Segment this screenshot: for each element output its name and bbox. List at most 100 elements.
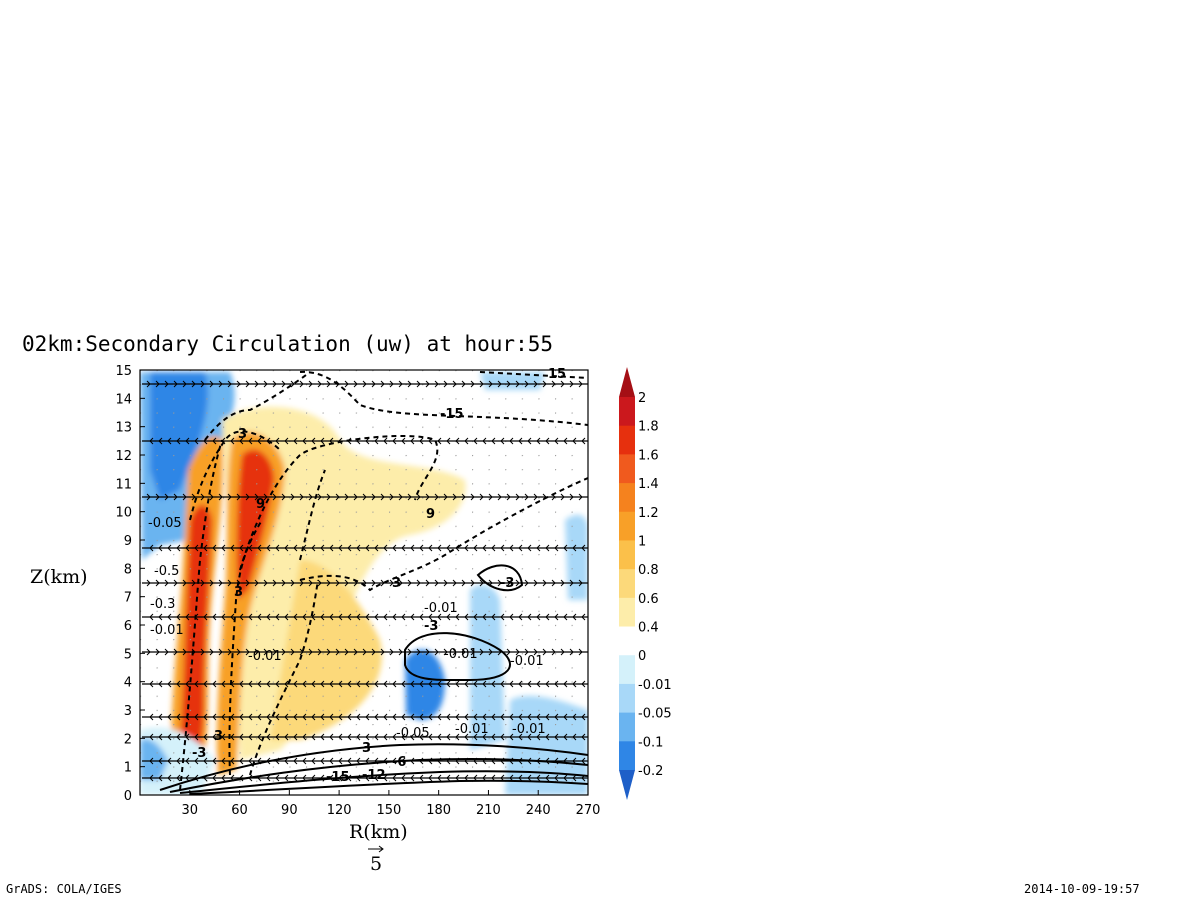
- vector-arrowhead: [383, 613, 388, 621]
- vector-arrowhead: [443, 380, 448, 388]
- vector-arrowhead: [266, 680, 271, 688]
- vector-arrowhead: [500, 680, 505, 688]
- vector-arrowhead: [383, 757, 388, 765]
- contour-label: -0.01: [444, 647, 478, 662]
- vector-arrowhead: [320, 613, 325, 621]
- vector-arrowhead: [434, 380, 439, 388]
- vector-arrowhead: [383, 733, 388, 741]
- vector-arrowhead: [275, 757, 280, 765]
- vector-arrowhead: [461, 380, 466, 388]
- vector-arrowhead: [581, 680, 586, 688]
- vector-arrowhead: [470, 493, 475, 501]
- vector-arrowhead: [410, 437, 415, 445]
- vector-arrowhead: [524, 493, 529, 501]
- vector-arrowhead: [392, 713, 397, 721]
- vector-arrowhead: [473, 733, 478, 741]
- vector-arrowhead: [302, 680, 307, 688]
- vector-arrowhead: [347, 437, 352, 445]
- colorbar-bin: [619, 540, 635, 570]
- vector-arrowhead: [203, 733, 208, 741]
- vector-arrowhead: [569, 493, 574, 501]
- vector-arrowhead: [374, 713, 379, 721]
- vector-arrowhead: [452, 493, 457, 501]
- vector-arrowhead: [551, 380, 556, 388]
- vector-arrowhead: [149, 733, 154, 741]
- vector-arrowhead: [218, 579, 223, 587]
- vector-arrowhead: [527, 733, 532, 741]
- vector-arrowhead: [428, 774, 433, 782]
- vector-arrowhead: [572, 757, 577, 765]
- vector-arrowhead: [155, 648, 160, 656]
- vector-arrowhead: [371, 579, 376, 587]
- vector-arrowhead: [527, 757, 532, 765]
- vector-arrowhead: [275, 437, 280, 445]
- vector-arrowhead: [455, 680, 460, 688]
- vector-arrowhead: [491, 680, 496, 688]
- vector-arrowhead: [428, 680, 433, 688]
- vector-arrowhead: [527, 437, 532, 445]
- vector-arrowhead: [383, 713, 388, 721]
- vector-arrowhead: [227, 493, 232, 501]
- vector-arrowhead: [329, 544, 334, 552]
- u-contour-labels: 15 -15 3 9 9 3 3 3 3 -3 -3 -3 -6 -15 -12: [192, 367, 566, 785]
- vector-arrowhead: [329, 680, 334, 688]
- vector-arrowhead: [194, 613, 199, 621]
- contour-label: -3: [500, 576, 514, 591]
- vector-arrowhead: [158, 613, 163, 621]
- contour-label: -0.01: [248, 649, 282, 664]
- vector-arrowhead: [428, 713, 433, 721]
- vector-arrowhead: [149, 713, 154, 721]
- vector-arrowhead: [167, 437, 172, 445]
- contour-label: -0.01: [150, 623, 184, 638]
- vector-arrowhead: [254, 648, 259, 656]
- vector-arrowhead: [473, 774, 478, 782]
- vector-arrowhead: [398, 380, 403, 388]
- vector-arrowhead: [563, 613, 568, 621]
- vector-arrowhead: [380, 493, 385, 501]
- vector-arrowhead: [446, 437, 451, 445]
- contour-3-lower: [249, 579, 319, 776]
- vector-arrowhead: [167, 733, 172, 741]
- vector-arrowhead: [200, 380, 205, 388]
- vector-arrowhead: [518, 733, 523, 741]
- vector-arrowhead: [149, 544, 154, 552]
- vector-arrowhead: [425, 493, 430, 501]
- vector-arrowhead: [455, 713, 460, 721]
- vector-arrowhead: [326, 493, 331, 501]
- vector-arrowhead: [401, 757, 406, 765]
- vector-arrowhead: [554, 774, 559, 782]
- wind-vectors: [142, 383, 588, 779]
- vector-arrowhead: [284, 757, 289, 765]
- vector-arrowhead: [437, 544, 442, 552]
- vector-arrowhead: [545, 544, 550, 552]
- vector-arrowhead: [374, 733, 379, 741]
- vector-arrowhead: [302, 613, 307, 621]
- vector-arrowhead: [482, 544, 487, 552]
- vector-arrowhead: [221, 437, 226, 445]
- vector-arrowhead: [311, 774, 316, 782]
- vector-arrowhead: [248, 613, 253, 621]
- vector-arrowhead: [308, 493, 313, 501]
- vector-arrowhead: [536, 613, 541, 621]
- vector-arrowhead: [401, 733, 406, 741]
- vector-arrowhead: [497, 648, 502, 656]
- vector-arrowhead: [488, 493, 493, 501]
- vector-arrowhead: [527, 680, 532, 688]
- contour-label: -15: [326, 770, 350, 785]
- vector-arrowhead: [563, 680, 568, 688]
- contour-neg15: [299, 370, 588, 426]
- vector-arrowhead: [482, 437, 487, 445]
- vector-arrowhead: [434, 579, 439, 587]
- contour-neg15-top: [479, 371, 588, 379]
- vector-arrowhead: [500, 757, 505, 765]
- y-tick-label: 13: [115, 421, 132, 436]
- vector-arrowhead: [194, 733, 199, 741]
- vector-arrowhead: [185, 774, 190, 782]
- vector-arrowhead: [560, 493, 565, 501]
- vector-arrowhead: [554, 757, 559, 765]
- vector-arrowhead: [149, 757, 154, 765]
- vector-arrowhead: [434, 493, 439, 501]
- vector-arrowhead: [419, 680, 424, 688]
- vector-arrowheads: [146, 380, 586, 782]
- colorbar-bin: [619, 425, 635, 455]
